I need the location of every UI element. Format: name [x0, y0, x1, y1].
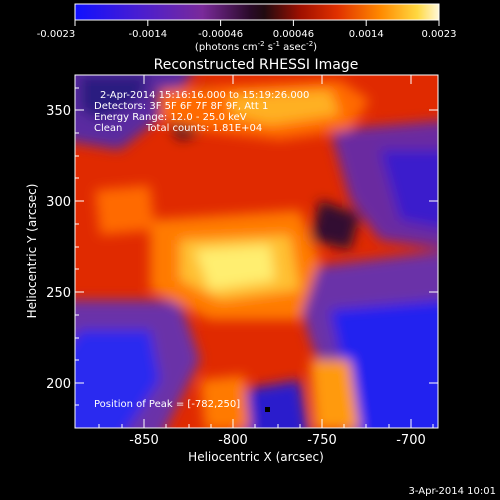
colorbar-tick-label: -0.0014: [128, 29, 167, 40]
y-tick-label: 250: [46, 286, 71, 301]
x-tick-label: -700: [396, 433, 426, 448]
colorbar-ticks: [74, 20, 440, 26]
y-axis-label: Heliocentric Y (arcsec): [25, 184, 39, 319]
plot-title: Reconstructed RHESSI Image: [154, 57, 359, 73]
colorbar-tick-label: -0.0023: [37, 29, 76, 40]
annotation-energy: Energy Range: 12.0 - 25.0 keV: [94, 112, 247, 123]
annotation-peak: Position of Peak = [-782,250]: [94, 399, 240, 410]
x-tick-label: -750: [307, 433, 337, 448]
plot-axes: [74, 74, 439, 429]
peak-marker: [265, 407, 270, 412]
annotation-time-range: 2-Apr-2014 15:16:16.000 to 15:19:26.000: [100, 90, 309, 101]
x-tick-label: -800: [218, 433, 248, 448]
y-tick-label: 350: [46, 104, 71, 119]
colorbar: -0.0023 -0.0014 -0.00046 0.00046 0.0014 …: [37, 3, 457, 53]
annotation-detectors: Detectors: 3F 5F 6F 7F 8F 9F, Att 1: [94, 101, 268, 112]
colorbar-unit: (photons cm-2 s-1 asec-2): [195, 40, 317, 53]
x-tick-label: -850: [129, 433, 159, 448]
x-axis-label: Heliocentric X (arcsec): [188, 450, 324, 464]
colorbar-tick-label: -0.00046: [198, 29, 243, 40]
annotation-counts: Total counts: 1.81E+04: [145, 123, 262, 134]
solar-image: [75, 75, 438, 428]
colorbar-tick-label: 0.0023: [422, 29, 457, 40]
colorbar-tick-label: 0.0014: [349, 29, 384, 40]
y-tick-label: 200: [46, 377, 71, 392]
annotation-method: Clean: [94, 123, 122, 134]
footer-timestamp: 3-Apr-2014 10:01: [409, 486, 496, 497]
colorbar-tick-label: 0.00046: [273, 29, 314, 40]
colorbar-gradient: [74, 3, 440, 21]
y-tick-label: 300: [46, 195, 71, 210]
